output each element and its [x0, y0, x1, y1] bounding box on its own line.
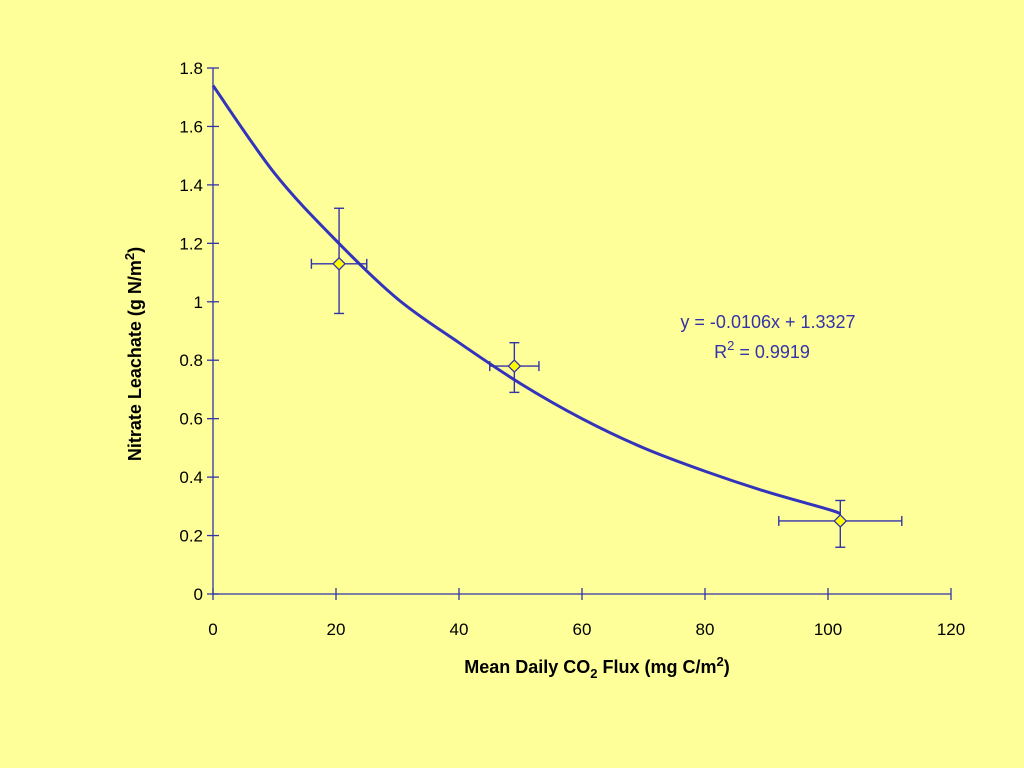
y-tick-label: 1.2	[179, 234, 203, 253]
x-tick-label: 40	[450, 620, 469, 639]
y-tick-label: 0	[194, 585, 203, 604]
x-tick-label: 120	[937, 620, 965, 639]
trendline-curve	[211, 84, 841, 516]
y-tick-label: 0.2	[179, 527, 203, 546]
x-axis-title: Mean Daily CO2 Flux (mg C/m2)	[464, 654, 730, 681]
x-tick-label: 0	[208, 620, 217, 639]
data-points	[310, 207, 903, 548]
y-tick-label: 1.8	[179, 59, 203, 78]
y-tick-label: 0.6	[179, 410, 203, 429]
x-tick-label: 60	[573, 620, 592, 639]
trendline	[211, 84, 841, 516]
data-point-marker	[833, 514, 848, 528]
x-tick-label: 80	[696, 620, 715, 639]
y-tick-label: 1	[194, 293, 203, 312]
y-tick-label: 0.8	[179, 351, 203, 370]
data-point-marker	[507, 359, 522, 373]
axes: 0 20 40 60 80 100 120 0 0.2 0.4 0.6 0.8 1 1.2 1.4 1.6 1.…	[179, 59, 965, 639]
data-point-marker	[332, 256, 346, 271]
y-tick-label: 1.4	[179, 176, 203, 195]
trendline-equation: y = -0.0106x + 1.3327	[680, 312, 855, 332]
trendline-r-squared: R2 = 0.9919	[714, 338, 810, 362]
y-tick-label: 0.4	[179, 468, 203, 487]
x-tick-label: 100	[814, 620, 842, 639]
x-tick-label: 20	[327, 620, 346, 639]
y-tick-label: 1.6	[179, 117, 203, 136]
y-axis-title: Nitrate Leachate (g N/m2)	[122, 247, 145, 461]
